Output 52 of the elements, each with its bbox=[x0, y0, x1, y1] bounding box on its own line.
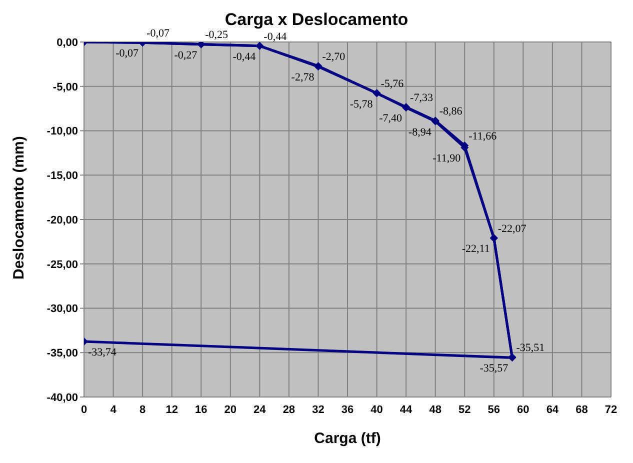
data-label: -0,44 bbox=[232, 50, 256, 63]
x-tick-label: 16 bbox=[194, 404, 208, 416]
data-label: -33,74 bbox=[88, 346, 117, 358]
data-label: -11,90 bbox=[432, 152, 462, 165]
y-tick-label: 0,00 bbox=[56, 36, 78, 49]
x-tick-label: 56 bbox=[488, 404, 500, 416]
data-label: -0,07 bbox=[116, 48, 140, 60]
y-tick-label: -35,00 bbox=[46, 348, 78, 360]
x-tick-label: 72 bbox=[604, 404, 618, 416]
x-tick-label: 0 bbox=[80, 404, 88, 416]
data-label: -7,33 bbox=[410, 92, 434, 104]
x-tick-label: 52 bbox=[458, 404, 471, 416]
data-label: -0,44 bbox=[264, 30, 288, 43]
data-label: -2,78 bbox=[291, 72, 315, 84]
data-label: -8,94 bbox=[408, 126, 432, 138]
y-tick-label: -5,00 bbox=[52, 81, 78, 94]
data-label: -8,86 bbox=[439, 106, 463, 118]
data-label: -2,70 bbox=[322, 50, 346, 63]
data-label: -22,07 bbox=[498, 222, 527, 235]
y-tick-label: -20,00 bbox=[46, 214, 78, 226]
x-tick-label: 28 bbox=[282, 404, 296, 416]
data-label: -5,78 bbox=[350, 98, 374, 110]
data-label: -0,25 bbox=[205, 29, 229, 42]
x-tick-label: 64 bbox=[546, 404, 560, 416]
x-tick-label: 68 bbox=[576, 404, 588, 416]
data-label: -22,11 bbox=[462, 243, 490, 256]
x-tick-label: 32 bbox=[312, 404, 324, 416]
x-tick-label: 8 bbox=[139, 404, 146, 416]
x-tick-label: 36 bbox=[341, 404, 354, 416]
x-tick-label: 4 bbox=[110, 404, 118, 416]
x-tick-label: 48 bbox=[429, 404, 442, 416]
data-label: -11,66 bbox=[468, 130, 498, 142]
data-label: -7,40 bbox=[379, 112, 403, 125]
y-axis-title: Deslocamento (mm) bbox=[10, 136, 28, 280]
y-tick-label: -15,00 bbox=[46, 170, 78, 182]
x-tick-label: 12 bbox=[166, 404, 178, 416]
x-tick-label: 44 bbox=[400, 404, 414, 416]
data-label: -0,27 bbox=[174, 49, 198, 62]
data-label: -35,51 bbox=[516, 342, 545, 354]
x-axis-title: Carga (tf) bbox=[314, 430, 381, 447]
x-tick-label: 40 bbox=[370, 404, 383, 416]
y-tick-label: -30,00 bbox=[46, 303, 78, 316]
data-label: -0,07 bbox=[146, 28, 170, 40]
y-tick-label: -10,00 bbox=[46, 126, 78, 138]
data-label: -5,76 bbox=[380, 78, 404, 90]
x-tick-label: 60 bbox=[517, 404, 530, 416]
x-tick-label: 24 bbox=[254, 404, 267, 416]
chart-title: Carga x Deslocamento bbox=[224, 10, 408, 29]
y-tick-label: -40,00 bbox=[46, 392, 78, 404]
x-tick-label: 20 bbox=[224, 404, 237, 416]
data-label: -35,57 bbox=[480, 362, 509, 375]
y-tick-label: -25,00 bbox=[46, 258, 78, 271]
